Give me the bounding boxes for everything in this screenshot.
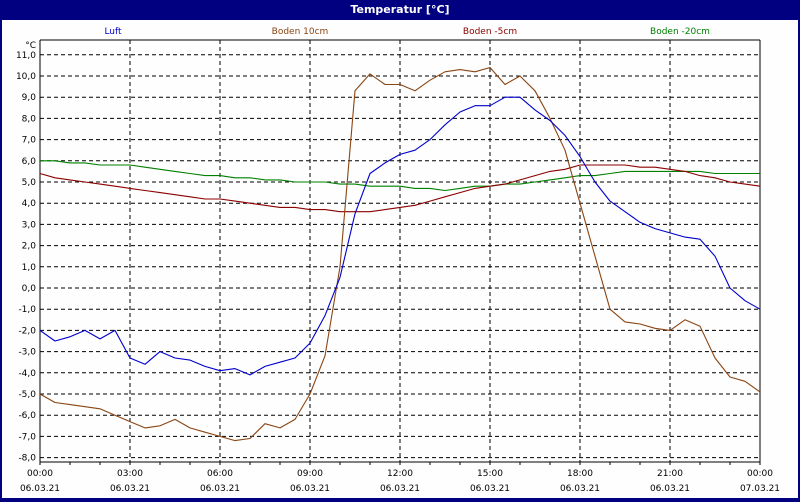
x-tick-time: 18:00 (567, 469, 593, 479)
legend-item: Luft (104, 27, 122, 37)
series-line-boden-5cm (39, 164, 761, 213)
y-tick-label: -7,0 (18, 432, 36, 442)
y-tick-label: -1,0 (18, 305, 36, 315)
x-tick-date: 07.03.21 (740, 484, 780, 494)
x-tick-date: 06.03.21 (200, 484, 240, 494)
chart-title: Temperatur [°C] (350, 3, 450, 16)
x-tick-time: 00:00 (747, 469, 773, 479)
y-tick-label: 5,0 (22, 178, 37, 188)
x-tick-time: 06:00 (207, 469, 233, 479)
chart-canvas: Luft Boden 10cm Boden -5cm Boden -20cm °C 11,… (2, 20, 798, 498)
series-line-luft (39, 96, 761, 376)
x-tick-date: 06.03.21 (290, 484, 330, 494)
y-tick-label: 1,0 (22, 263, 37, 273)
y-tick-label: 3,0 (22, 220, 37, 230)
y-unit-label: °C (25, 41, 36, 51)
x-tick-time: 09:00 (297, 469, 323, 479)
x-tick-date: 06.03.21 (20, 484, 60, 494)
y-tick-label: -5,0 (18, 390, 36, 400)
legend-item: Boden 10cm (272, 27, 329, 37)
x-tick-time: 12:00 (387, 469, 413, 479)
x-tick-date: 06.03.21 (470, 484, 510, 494)
y-tick-label: -4,0 (18, 369, 36, 379)
y-tick-label: 4,0 (22, 199, 37, 209)
x-tick-date: 06.03.21 (380, 484, 420, 494)
series-line-boden-10cm (39, 66, 761, 442)
legend-item: Boden -20cm (650, 27, 710, 37)
y-tick-label: -3,0 (18, 348, 36, 358)
y-tick-label: 0,0 (22, 284, 37, 294)
y-tick-label: 6,0 (22, 157, 37, 167)
y-tick-label: 10,0 (16, 72, 36, 82)
y-tick-label: 2,0 (22, 242, 37, 252)
y-tick-label: 7,0 (22, 136, 37, 146)
series-line-boden-20cm (40, 160, 760, 192)
y-tick-label: 8,0 (22, 114, 37, 124)
y-tick-label: -8,0 (18, 454, 36, 464)
x-tick-time: 21:00 (657, 469, 683, 479)
line-chart: Luft Boden 10cm Boden -5cm Boden -20cm °C11,… (16, 27, 780, 494)
x-tick-date: 06.03.21 (560, 484, 600, 494)
y-tick-label: -6,0 (18, 411, 36, 421)
y-tick-label: -2,0 (18, 326, 36, 336)
x-tick-date: 06.03.21 (110, 484, 150, 494)
x-tick-date: 06.03.21 (650, 484, 690, 494)
legend-item: Boden -5cm (463, 27, 517, 37)
y-tick-label: 9,0 (22, 93, 37, 103)
y-tick-label: 11,0 (16, 51, 36, 61)
x-tick-time: 15:00 (477, 469, 503, 479)
x-tick-time: 00:00 (27, 469, 53, 479)
x-tick-time: 03:00 (117, 469, 143, 479)
